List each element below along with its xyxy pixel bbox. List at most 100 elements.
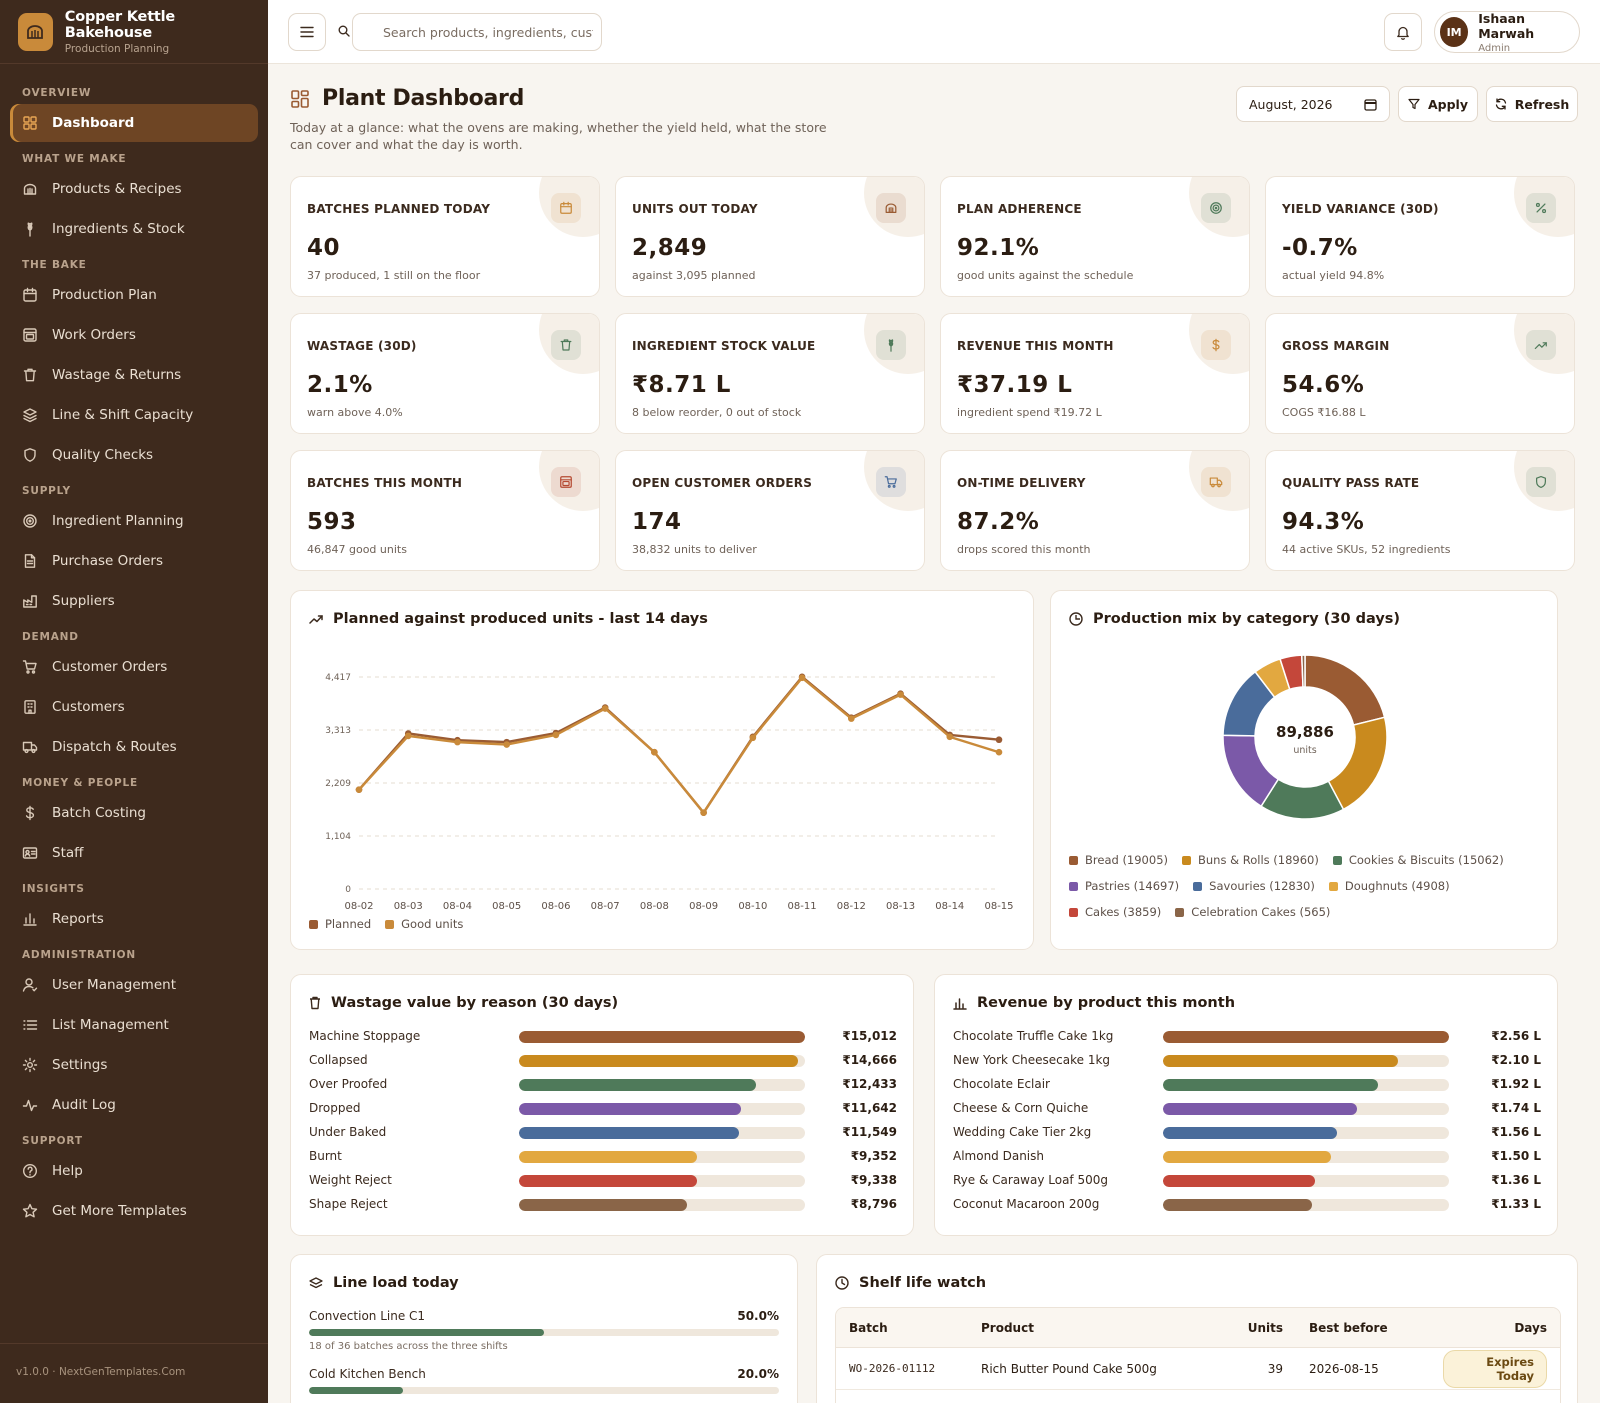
sidebar-item-batch-costing[interactable]: Batch Costing [10, 794, 258, 832]
data-point[interactable] [897, 691, 904, 698]
data-point[interactable] [651, 748, 658, 756]
data-point[interactable] [798, 674, 806, 682]
nav-section-title: ADMINISTRATION [22, 949, 136, 961]
legend-label: Savouries (12830) [1209, 879, 1315, 893]
sidebar-item-line-shift-capacity[interactable]: Line & Shift Capacity [10, 396, 258, 434]
data-point[interactable] [946, 733, 954, 741]
data-point[interactable] [454, 738, 461, 746]
nav-section-title: SUPPLY [22, 485, 71, 497]
sidebar-item-list-management[interactable]: List Management [10, 1006, 258, 1044]
legend-item[interactable]: Savouries (12830) [1193, 873, 1315, 899]
nav-section-title: OVERVIEW [22, 87, 92, 99]
legend-item[interactable]: Good units [385, 911, 463, 937]
data-point[interactable] [995, 736, 1003, 744]
search-icon [338, 25, 350, 37]
user-menu[interactable]: IM Ishaan Marwah Admin [1434, 11, 1580, 54]
data-point[interactable] [848, 715, 855, 722]
table-row[interactable]: WO-2026-01112 Rich Butter Pound Cake 500g… [836, 1348, 1560, 1390]
x-tick-label: 08-04 [443, 901, 472, 912]
legend-item[interactable]: Cakes (3859) [1069, 899, 1161, 925]
legend-item[interactable]: Celebration Cakes (565) [1175, 899, 1330, 925]
sidebar-item-get-more-templates[interactable]: Get More Templates [10, 1192, 258, 1230]
sidebar-item-wastage-returns[interactable]: Wastage & Returns [10, 356, 258, 394]
sidebar-item-label: Audit Log [52, 1097, 116, 1113]
data-point[interactable] [700, 809, 707, 816]
legend-item[interactable]: Buns & Rolls (18960) [1182, 847, 1319, 873]
sidebar-item-user-management[interactable]: User Management [10, 966, 258, 1004]
sidebar-item-label: Staff [52, 845, 84, 861]
refresh-icon [1495, 98, 1506, 110]
bar-chart-icon [22, 911, 38, 927]
menu-toggle-button[interactable] [288, 13, 326, 51]
legend-item[interactable]: Cookies & Biscuits (15062) [1332, 847, 1504, 873]
apply-button[interactable]: Apply [1398, 86, 1478, 122]
data-point[interactable] [355, 786, 363, 793]
search-input[interactable] [353, 14, 593, 50]
bar-fill [519, 1127, 740, 1139]
column-header[interactable]: Product [981, 1320, 1034, 1335]
sidebar-item-work-orders[interactable]: Work Orders [10, 316, 258, 354]
data-point[interactable] [995, 748, 1003, 756]
refresh-button[interactable]: Refresh [1486, 86, 1578, 122]
apply-label: Apply [1427, 96, 1468, 112]
donut-slice[interactable] [1304, 654, 1386, 726]
sidebar-item-customer-orders[interactable]: Customer Orders [10, 648, 258, 686]
data-point[interactable] [503, 741, 510, 748]
sidebar-item-purchase-orders[interactable]: Purchase Orders [10, 542, 258, 580]
kpi-subtext: drops scored this month [957, 543, 1091, 556]
sidebar-item-production-plan[interactable]: Production Plan [10, 276, 258, 314]
legend-item[interactable]: Doughnuts (4908) [1328, 873, 1450, 899]
factory-icon [22, 593, 38, 609]
sidebar-item-staff[interactable]: Staff [10, 834, 258, 872]
kpi-value: ₹37.19 L [957, 372, 1073, 398]
trash-icon [551, 330, 581, 360]
bread-icon [876, 193, 906, 223]
sidebar-item-ingredient-planning[interactable]: Ingredient Planning [10, 502, 258, 540]
card-title: Wastage value by reason (30 days) [331, 995, 619, 1011]
legend-item[interactable]: Pastries (14697) [1069, 873, 1179, 899]
sidebar-item-reports[interactable]: Reports [10, 900, 258, 938]
legend-swatch [1069, 881, 1078, 891]
sidebar-item-dashboard[interactable]: Dashboard [10, 104, 258, 142]
column-header[interactable]: Best before [1309, 1320, 1388, 1335]
month-picker[interactable]: August, 2026 [1236, 86, 1390, 122]
legend-swatch [1182, 855, 1191, 865]
notifications-button[interactable] [1384, 13, 1422, 51]
bar-fill [519, 1175, 697, 1187]
bar-value: ₹1.36 L [1491, 1173, 1541, 1187]
sidebar-item-ingredients-stock[interactable]: Ingredients & Stock [10, 210, 258, 248]
bar-value: ₹9,352 [850, 1149, 897, 1163]
product-name: Rich Butter Pound Cake 500g [981, 1361, 1157, 1376]
data-point[interactable] [749, 734, 757, 742]
legend-swatch [309, 919, 318, 929]
donut-slice[interactable] [1300, 654, 1306, 688]
nav-section-title: THE BAKE [22, 259, 87, 271]
legend-item[interactable]: Planned [309, 911, 371, 937]
legend-item[interactable]: Bread (19005) [1069, 847, 1168, 873]
line-percent: 50.0% [737, 1309, 779, 1323]
sidebar-item-suppliers[interactable]: Suppliers [10, 582, 258, 620]
sidebar-item-help[interactable]: Help [10, 1152, 258, 1190]
column-header[interactable]: Batch [849, 1320, 888, 1335]
sidebar-item-quality-checks[interactable]: Quality Checks [10, 436, 258, 474]
data-point[interactable] [404, 732, 412, 740]
bar-row: Collapsed ₹14,666 [309, 1049, 897, 1073]
kpi-value: 2.1% [307, 372, 373, 398]
sidebar-item-products-recipes[interactable]: Products & Recipes [10, 170, 258, 208]
bar-label: Coconut Macaroon 200g [953, 1197, 1100, 1211]
sidebar-item-label: Suppliers [52, 593, 115, 609]
data-point[interactable] [552, 731, 560, 739]
column-header[interactable]: Days [1514, 1320, 1547, 1335]
sidebar-item-customers[interactable]: Customers [10, 688, 258, 726]
kpi-value: 2,849 [632, 235, 708, 261]
trend-line-icon [309, 615, 323, 624]
column-header[interactable]: Units [1247, 1320, 1283, 1335]
page-title: Plant Dashboard [322, 86, 525, 111]
line-name: Convection Line C1 [309, 1309, 426, 1323]
sidebar-item-settings[interactable]: Settings [10, 1046, 258, 1084]
x-tick-label: 08-11 [788, 901, 817, 912]
sidebar-item-dispatch-routes[interactable]: Dispatch & Routes [10, 728, 258, 766]
clock-icon [835, 1276, 849, 1290]
sidebar-item-audit-log[interactable]: Audit Log [10, 1086, 258, 1124]
data-point[interactable] [601, 705, 609, 712]
